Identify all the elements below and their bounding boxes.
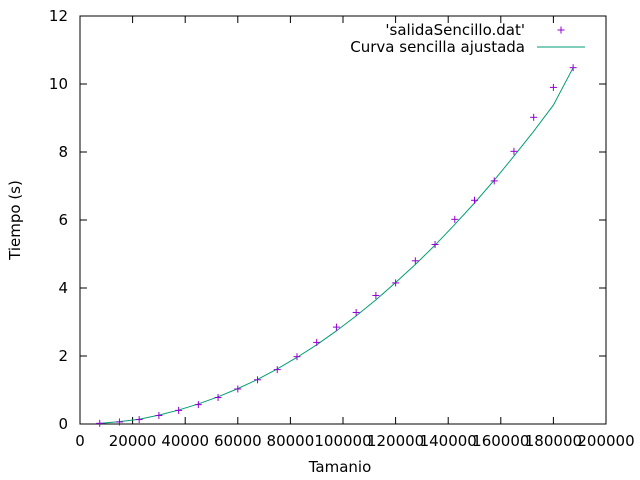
fit-curve-layer bbox=[99, 67, 574, 424]
data-point bbox=[115, 418, 123, 426]
x-axis-label: Tamanio bbox=[308, 458, 372, 476]
legend-marker-plus bbox=[557, 26, 565, 34]
y-tick-label: 6 bbox=[58, 211, 68, 229]
y-tick-label: 2 bbox=[58, 347, 68, 365]
x-tick-label: 160000 bbox=[472, 432, 529, 450]
data-point bbox=[569, 64, 577, 72]
plot-frame bbox=[79, 15, 607, 425]
y-tick-label: 4 bbox=[58, 279, 68, 297]
y-tick-label: 10 bbox=[49, 75, 68, 93]
y-tick-label: 8 bbox=[58, 143, 68, 161]
y-tick-label: 12 bbox=[49, 7, 68, 25]
x-tick-label: 200000 bbox=[577, 432, 634, 450]
data-point bbox=[510, 147, 518, 155]
x-tick-label: 40000 bbox=[161, 432, 209, 450]
x-tick-label: 0 bbox=[75, 432, 85, 450]
data-point bbox=[214, 393, 222, 401]
data-point bbox=[392, 279, 400, 287]
data-point bbox=[254, 376, 262, 384]
x-tick-label: 180000 bbox=[525, 432, 582, 450]
data-point bbox=[490, 177, 498, 185]
x-tick-label: 100000 bbox=[314, 432, 371, 450]
data-point bbox=[135, 416, 143, 424]
x-tick-label: 80000 bbox=[267, 432, 315, 450]
data-point bbox=[431, 240, 439, 248]
data-point bbox=[471, 196, 478, 204]
x-tick-label: 20000 bbox=[109, 432, 157, 450]
axes-layer: 0 20000 40000 60000 80000 1000001200001400001… bbox=[49, 7, 635, 450]
x-tick-label: 140000 bbox=[420, 432, 477, 450]
data-point bbox=[234, 385, 242, 393]
legend-label-fit: Curva sencilla ajustada bbox=[350, 38, 525, 56]
data-point bbox=[293, 353, 301, 361]
data-point bbox=[155, 412, 163, 419]
data-point bbox=[175, 406, 183, 414]
data-point bbox=[313, 338, 321, 346]
data-point bbox=[411, 257, 419, 265]
data-point bbox=[372, 291, 380, 299]
data-point bbox=[332, 323, 340, 331]
y-tick-label: 0 bbox=[58, 415, 68, 433]
legend-label-data: 'salidaSencillo.dat' bbox=[385, 21, 525, 39]
legend: 'salidaSencillo.dat'Curva sencilla ajust… bbox=[350, 21, 585, 56]
data-points-layer bbox=[96, 64, 577, 427]
y-axis-label: Tiempo (s) bbox=[6, 180, 24, 261]
fit-curve-line bbox=[99, 67, 574, 424]
data-point bbox=[96, 419, 104, 427]
data-point bbox=[451, 215, 459, 223]
data-point bbox=[549, 83, 557, 91]
data-point bbox=[352, 308, 360, 316]
data-point bbox=[194, 401, 202, 409]
x-tick-label: 60000 bbox=[214, 432, 262, 450]
data-point bbox=[273, 366, 281, 374]
x-tick-label: 120000 bbox=[367, 432, 424, 450]
data-point bbox=[530, 113, 538, 121]
